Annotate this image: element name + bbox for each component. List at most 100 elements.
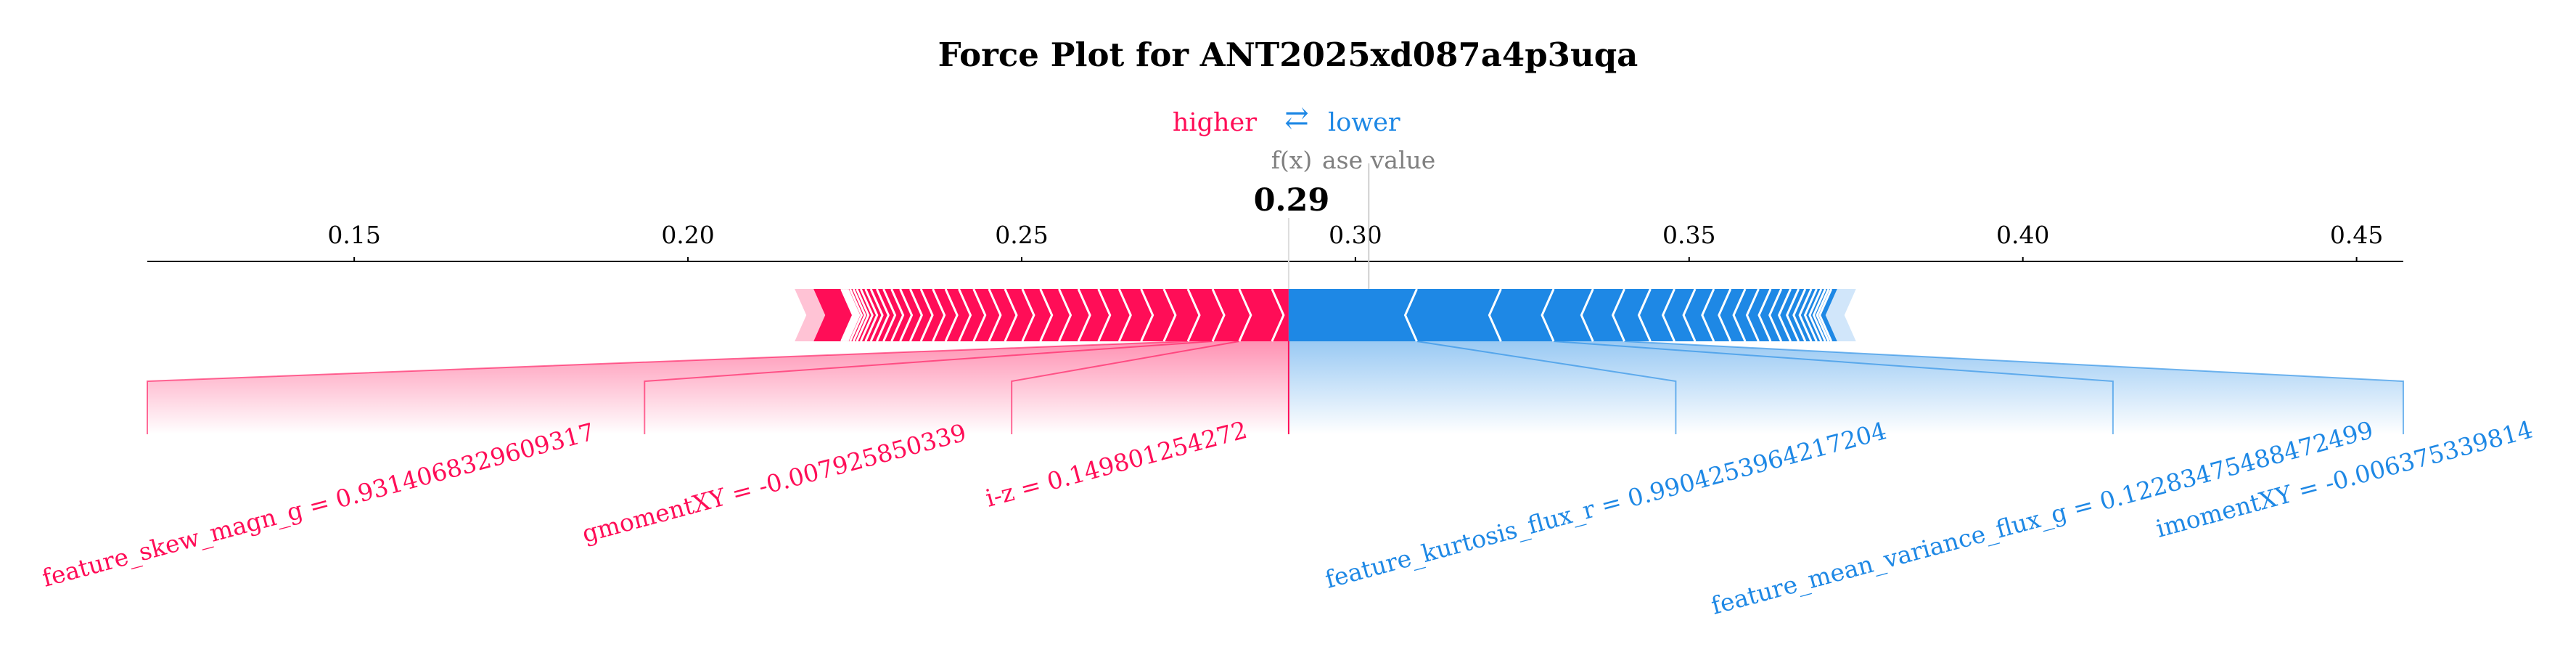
lower-chevron — [1403, 288, 1418, 342]
higher-chevron — [1004, 288, 1018, 342]
higher-chevron — [1117, 288, 1132, 342]
lower-shade — [1288, 341, 2403, 434]
legend: higher ⇄ lower — [1173, 102, 1400, 137]
lower-bar-segment — [1662, 289, 1696, 341]
lower-chevron — [1541, 288, 1555, 342]
lower-bar-segment — [1288, 289, 1417, 341]
higher-bar-segment — [1040, 289, 1071, 341]
higher-bar-segment — [1141, 289, 1176, 341]
x-axis: 0.15 0.20 0.25 0.30 0.35 0.40 0.45 — [147, 163, 2403, 290]
lower-bar-segment — [1542, 289, 1593, 341]
lower-bar-segment — [1405, 289, 1501, 341]
higher-chevron — [1186, 288, 1201, 342]
lower-chevron — [1682, 288, 1697, 342]
higher-chevron — [859, 288, 874, 342]
higher-chevron — [844, 288, 858, 342]
higher-bar-segment — [1271, 289, 1289, 341]
higher-chevron — [932, 288, 946, 342]
feature-connectors — [147, 341, 2404, 434]
lower-chevron — [1661, 288, 1675, 342]
higher-bar-segment — [1078, 289, 1110, 341]
higher-chevron — [840, 288, 855, 342]
higher-chevron — [1271, 288, 1285, 342]
lower-chevron — [1785, 288, 1800, 342]
higher-chevron — [1058, 288, 1072, 342]
legend-arrows-icon: ⇄ — [1284, 102, 1309, 135]
higher-chevron — [856, 288, 870, 342]
feature-connector — [1553, 341, 2114, 434]
higher-chevron — [1238, 288, 1252, 342]
x-tick-label: 0.30 — [1329, 221, 1382, 249]
lower-chevron — [1701, 288, 1715, 342]
higher-shade — [147, 341, 1289, 434]
fx-label: f(x) — [1271, 146, 1313, 174]
chart-title: Force Plot for ANT2025xd087a4p3uqa — [938, 36, 1638, 74]
higher-chevron — [1140, 288, 1154, 342]
higher-chevron — [958, 288, 972, 342]
higher-chevron — [944, 288, 959, 342]
higher-chevron — [890, 288, 905, 342]
x-tick-label: 0.35 — [1662, 221, 1715, 249]
feature-connector — [1011, 341, 1240, 434]
higher-bar-segment — [1163, 289, 1200, 341]
higher-chevron — [899, 288, 914, 342]
lower-bar-segment — [1702, 289, 1731, 341]
higher-chevron — [988, 288, 1002, 342]
higher-chevron — [882, 288, 897, 342]
base-value-label: ase value — [1322, 146, 1435, 174]
higher-chevron — [852, 288, 866, 342]
higher-chevron — [972, 288, 987, 342]
higher-bar-segment — [1239, 289, 1284, 341]
higher-chevron — [846, 288, 861, 342]
higher-bar-segment — [1119, 289, 1153, 341]
higher-chevron — [1097, 288, 1112, 342]
lower-chevron — [1812, 288, 1826, 342]
lower-chevron — [1768, 288, 1783, 342]
higher-bar-segment — [1188, 289, 1225, 341]
lower-bar-segment — [1612, 289, 1651, 341]
lower-chevron — [1798, 288, 1813, 342]
higher-chevron — [842, 288, 857, 342]
x-tick-label: 0.40 — [1996, 221, 2049, 249]
higher-chevron — [1077, 288, 1091, 342]
lower-chevron — [1777, 288, 1792, 342]
lower-chevron — [1818, 288, 1833, 342]
x-tick-label: 0.25 — [995, 221, 1048, 249]
feature-connector — [1416, 341, 1677, 434]
lower-chevron — [1732, 288, 1747, 342]
higher-chevron — [1211, 288, 1226, 342]
lower-chevron — [1580, 288, 1594, 342]
legend-lower-label: lower — [1328, 108, 1400, 137]
higher-chevron — [919, 288, 934, 342]
lower-bar-segment — [1683, 289, 1714, 341]
lower-chevron — [1816, 288, 1830, 342]
higher-bar-segment — [1059, 289, 1091, 341]
lower-chevron — [1637, 288, 1652, 342]
feature-connector — [147, 341, 1189, 434]
lower-chevron — [1488, 288, 1502, 342]
feature-label: gmomentXY = -0.007925850339 — [579, 418, 969, 548]
x-tick-label: 0.15 — [327, 221, 380, 249]
lower-chevron — [1745, 288, 1760, 342]
higher-chevron — [1021, 288, 1035, 342]
higher-chevron — [1039, 288, 1054, 342]
higher-chevron — [875, 288, 890, 342]
lower-bar-segment — [1638, 289, 1675, 341]
feature-labels: feature_skew_magn_g = 0.9314068329609317… — [39, 415, 2535, 620]
lower-chevron — [1611, 288, 1625, 342]
lower-chevron — [1757, 288, 1772, 342]
higher-bar-segment — [1098, 289, 1131, 341]
feature-connector — [644, 341, 1213, 434]
lower-bar-segment — [1489, 289, 1554, 341]
lower-bar-segment — [1581, 289, 1625, 341]
higher-chevron — [908, 288, 923, 342]
higher-chevron — [849, 288, 864, 342]
higher-chevron — [1162, 288, 1177, 342]
output-value-label: 0.29 — [1254, 182, 1330, 219]
higher-bar-segment — [1213, 289, 1251, 341]
force-bars — [795, 288, 1856, 342]
lower-chevron — [1803, 288, 1818, 342]
feature-label: feature_skew_magn_g = 0.9314068329609317 — [39, 418, 598, 593]
lower-chevron — [1718, 288, 1732, 342]
